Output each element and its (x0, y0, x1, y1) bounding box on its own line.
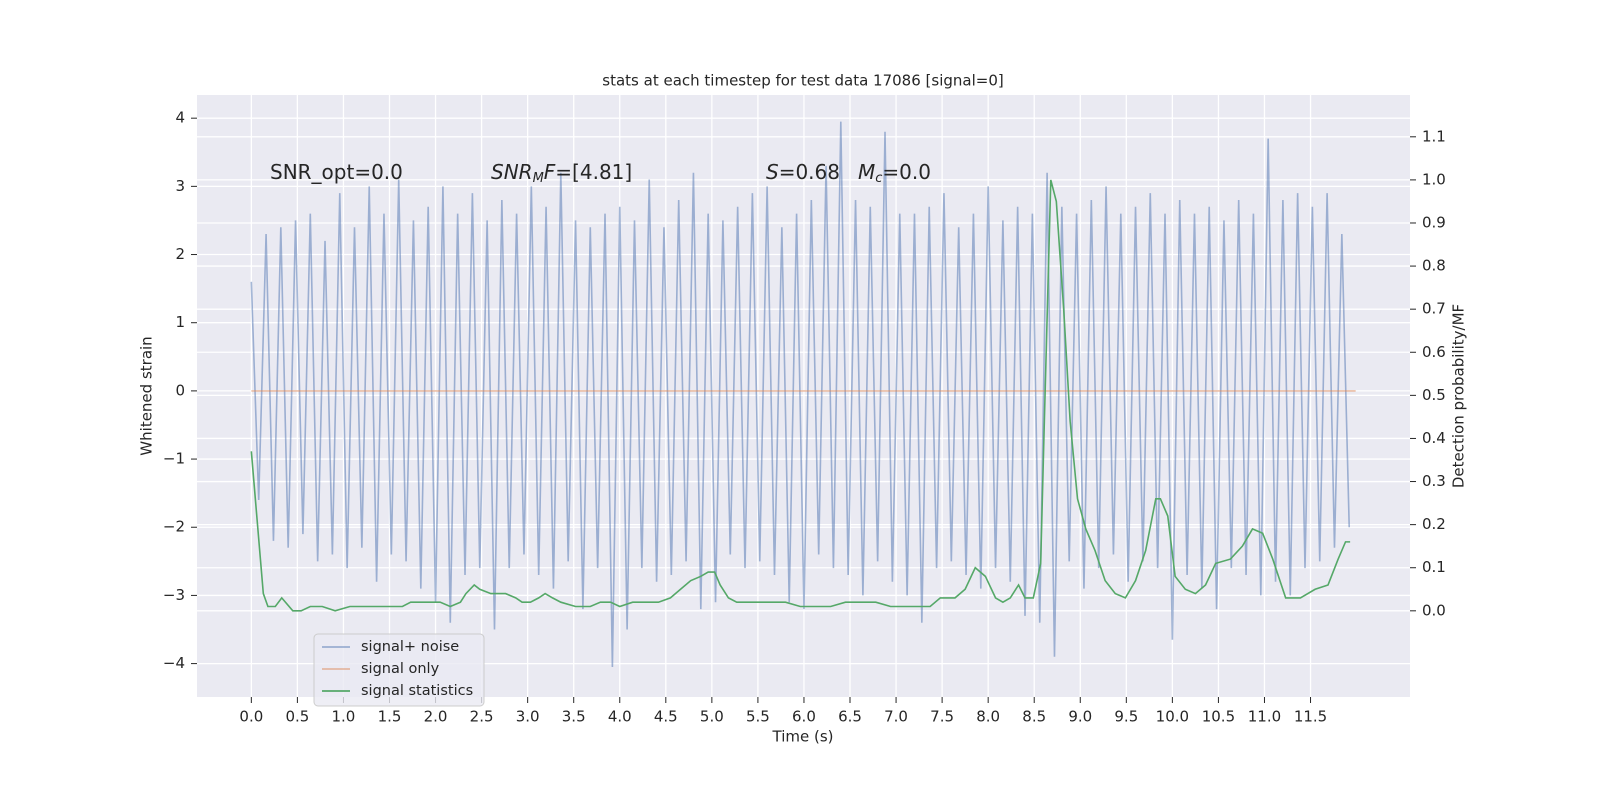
y2-tick-label: 0.8 (1422, 257, 1446, 275)
y2-tick-label: 0.3 (1422, 472, 1446, 490)
annotation-part: M (858, 160, 875, 184)
y2-axis-label: Detection probability/MF (1450, 304, 1468, 488)
y-tick-label: −2 (163, 518, 185, 536)
x-tick-label: 4.5 (654, 708, 678, 726)
y2-tick-label: 0.6 (1422, 343, 1446, 361)
legend-label: signal+ noise (361, 639, 459, 655)
x-tick-label: 2.0 (424, 708, 448, 726)
x-tick-label: 5.0 (700, 708, 724, 726)
annotation-part: =0.68 (779, 160, 840, 184)
x-tick-label: 3.0 (516, 708, 540, 726)
x-tick-label: 2.5 (470, 708, 494, 726)
y2-tick-label: 1.1 (1422, 127, 1446, 145)
annotation-part: c (875, 171, 882, 186)
annotation: SNR_opt=0.0 (270, 160, 403, 184)
annotation: S=0.68 (766, 160, 840, 184)
legend-box (313, 633, 485, 707)
x-tick-label: 9.0 (1068, 708, 1092, 726)
x-axis-label: Time (s) (772, 728, 834, 746)
x-tick-label: 4.0 (608, 708, 632, 726)
y2-tick-label: 0.1 (1422, 558, 1446, 576)
annotation: SNRMF=[4.81] (491, 160, 632, 186)
x-tick-label: 8.5 (1022, 708, 1046, 726)
x-tick-label: 11.5 (1294, 708, 1327, 726)
annotation-part: S (766, 160, 779, 184)
series-line (250, 121, 1351, 668)
x-tick-label: 6.5 (838, 708, 862, 726)
x-tick-label: 7.0 (884, 708, 908, 726)
y-tick-label: −3 (163, 586, 185, 604)
y2-tick-label: 0.0 (1422, 601, 1446, 619)
x-tick-label: 5.5 (746, 708, 770, 726)
x-tick-label: 9.5 (1114, 708, 1138, 726)
x-tick-label: 3.5 (562, 708, 586, 726)
annotation-part: =0.0 (882, 160, 931, 184)
y2-tick-label: 1.0 (1422, 170, 1446, 188)
y2-tick-label: 0.9 (1422, 213, 1446, 231)
x-tick-label: 6.0 (792, 708, 816, 726)
annotation-part: M (533, 171, 544, 186)
y-tick-label: 2 (175, 245, 185, 263)
x-tick-label: 10.5 (1202, 708, 1235, 726)
annotation: Mc=0.0 (858, 160, 931, 186)
x-tick-label: 1.0 (332, 708, 356, 726)
series-line (250, 179, 1351, 612)
y2-tick-label: 0.2 (1422, 515, 1446, 533)
legend-label: signal only (361, 661, 440, 677)
chart-title: stats at each timestep for test data 170… (602, 72, 1003, 90)
annotation-part: SNR_opt=0.0 (270, 160, 403, 184)
y2-tick-label: 0.7 (1422, 300, 1446, 318)
x-tick-label: 7.5 (930, 708, 954, 726)
x-tick-label: 0.5 (285, 708, 309, 726)
y2-tick-label: 0.4 (1422, 429, 1446, 447)
y-tick-label: 3 (175, 177, 185, 195)
y-tick-label: −1 (163, 450, 185, 468)
x-tick-label: 1.5 (378, 708, 402, 726)
y2-tick-label: 0.5 (1422, 386, 1446, 404)
y-axis-label: Whitened strain (138, 336, 156, 455)
annotation-part: =[4.81] (555, 160, 632, 184)
y-tick-label: −4 (163, 654, 185, 672)
annotation-part: F (544, 160, 556, 184)
x-tick-label: 0.0 (239, 708, 263, 726)
x-tick-label: 10.0 (1156, 708, 1189, 726)
x-tick-label: 8.0 (976, 708, 1000, 726)
x-tick-label: 11.0 (1248, 708, 1281, 726)
y-tick-label: 1 (175, 313, 185, 331)
annotation-part: SNR (491, 160, 533, 184)
y-tick-label: 4 (175, 109, 185, 127)
legend-label: signal statistics (361, 683, 473, 699)
y-tick-label: 0 (175, 381, 185, 399)
